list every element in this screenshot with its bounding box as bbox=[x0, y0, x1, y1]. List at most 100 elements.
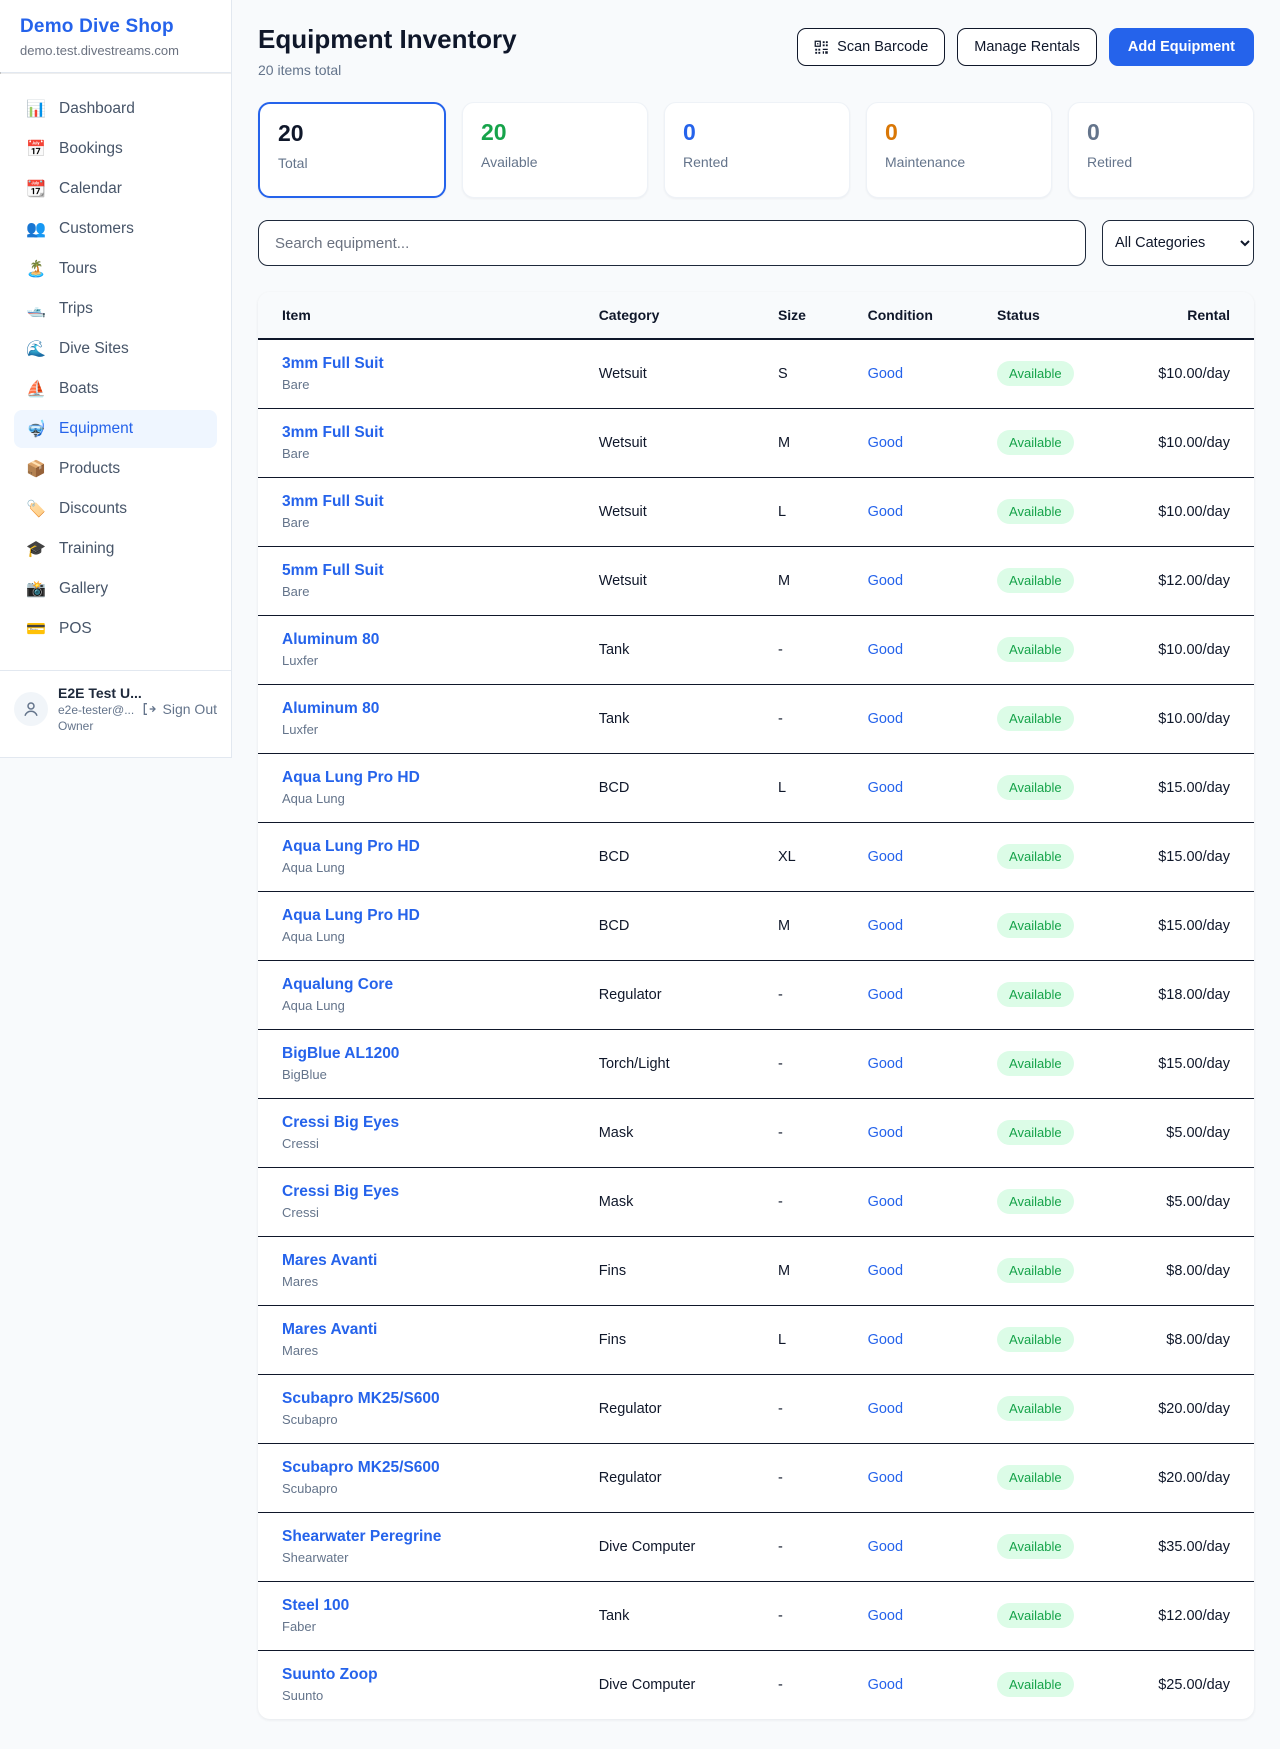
cell-status: Available bbox=[985, 477, 1135, 547]
tours-icon: 🏝️ bbox=[26, 261, 46, 278]
cell-size: - bbox=[765, 684, 856, 754]
cell-size: M bbox=[765, 408, 856, 478]
cell-rental: $8.00/day bbox=[1134, 1236, 1254, 1306]
scan-barcode-label: Scan Barcode bbox=[837, 39, 929, 55]
table-body: 3mm Full Suit Bare Wetsuit S Good Available $1… bbox=[258, 339, 1254, 1719]
cell-status: Available bbox=[985, 891, 1135, 961]
sidebar-item-dive-sites[interactable]: 🌊 Dive Sites bbox=[14, 330, 217, 368]
item-name-link[interactable]: Mares Avanti bbox=[282, 1321, 378, 1338]
condition-link[interactable]: Good bbox=[867, 710, 904, 727]
cell-condition: Good bbox=[855, 339, 986, 409]
condition-link[interactable]: Good bbox=[867, 1676, 904, 1693]
item-name-link[interactable]: Shearwater Peregrine bbox=[282, 1528, 442, 1545]
status-badge: Available bbox=[997, 775, 1074, 800]
stat-value: 0 bbox=[683, 119, 696, 145]
condition-link[interactable]: Good bbox=[867, 1400, 904, 1417]
status-badge: Available bbox=[997, 1327, 1074, 1352]
item-name-link[interactable]: 3mm Full Suit bbox=[282, 424, 384, 441]
item-name-link[interactable]: 3mm Full Suit bbox=[282, 355, 384, 373]
manage-rentals-button[interactable]: Manage Rentals bbox=[957, 28, 1097, 66]
calendar-icon: 📆 bbox=[26, 181, 46, 198]
sign-out-button[interactable]: Sign Out bbox=[141, 701, 219, 717]
item-name-link[interactable]: Aluminum 80 bbox=[282, 700, 380, 717]
item-name-link[interactable]: Aqua Lung Pro HD bbox=[282, 769, 420, 786]
condition-link[interactable]: Good bbox=[867, 434, 904, 451]
stat-value: 0 bbox=[885, 119, 898, 145]
sidebar-item-customers[interactable]: 👥 Customers bbox=[14, 210, 217, 248]
sidebar-item-dashboard[interactable]: 📊 Dashboard bbox=[14, 90, 217, 128]
condition-link[interactable]: Good bbox=[867, 917, 904, 934]
stat-card-maintenance[interactable]: 0 Maintenance bbox=[866, 102, 1052, 198]
cell-category: Dive Computer bbox=[598, 1676, 696, 1693]
item-name-link[interactable]: Aluminum 80 bbox=[282, 631, 380, 648]
cell-item: Suunto Zoop Suunto bbox=[258, 1650, 587, 1719]
cell-rental: $10.00/day bbox=[1134, 408, 1254, 478]
condition-link[interactable]: Good bbox=[867, 1538, 904, 1555]
boats-icon: ⛵ bbox=[26, 381, 46, 398]
item-name-link[interactable]: Mares Avanti bbox=[282, 1252, 378, 1269]
cell-size: S bbox=[765, 339, 856, 409]
sidebar-item-label: Customers bbox=[59, 220, 134, 237]
trips-icon: 🛥️ bbox=[26, 301, 46, 318]
cell-condition: Good bbox=[856, 1650, 985, 1719]
item-name-link[interactable]: BigBlue AL1200 bbox=[282, 1045, 400, 1062]
item-name-link[interactable]: Scubapro MK25/S600 bbox=[282, 1390, 440, 1407]
item-name-link[interactable]: Scubapro MK25/S600 bbox=[282, 1459, 440, 1476]
item-name-link[interactable]: 5mm Full Suit bbox=[282, 562, 384, 579]
condition-link[interactable]: Good bbox=[867, 1469, 904, 1486]
condition-link[interactable]: Good bbox=[867, 1331, 904, 1348]
stat-label: Rented bbox=[683, 154, 729, 170]
table-row: Cressi Big Eyes Cressi Mask - Good Available $… bbox=[258, 1098, 1254, 1168]
sidebar-item-gallery[interactable]: 📸 Gallery bbox=[14, 570, 217, 608]
sidebar-divider bbox=[0, 72, 231, 74]
stat-card-retired[interactable]: 0 Retired bbox=[1068, 102, 1254, 198]
item-name-link[interactable]: Aqua Lung Pro HD bbox=[282, 838, 420, 855]
cell-category: Regulator bbox=[586, 960, 766, 1030]
condition-link[interactable]: Good bbox=[867, 848, 904, 865]
sidebar-item-pos[interactable]: 💳 POS bbox=[14, 610, 217, 648]
add-equipment-button[interactable]: Add Equipment bbox=[1108, 28, 1254, 66]
sidebar-item-calendar[interactable]: 📆 Calendar bbox=[14, 170, 217, 208]
item-brand: Faber bbox=[282, 1619, 316, 1634]
item-name-link[interactable]: Steel 100 bbox=[282, 1597, 350, 1614]
sidebar-item-trips[interactable]: 🛥️ Trips bbox=[14, 290, 217, 328]
item-brand: Mares bbox=[282, 1274, 319, 1289]
sidebar-item-training[interactable]: 🎓 Training bbox=[14, 530, 217, 568]
condition-link[interactable]: Good bbox=[867, 1055, 904, 1072]
sidebar-item-products[interactable]: 📦 Products bbox=[14, 450, 217, 488]
item-name-link[interactable]: Cressi Big Eyes bbox=[282, 1114, 400, 1131]
brand-block: Demo Dive Shop demo.test.divestreams.com bbox=[0, 0, 231, 72]
search-input[interactable] bbox=[258, 220, 1086, 266]
item-name-link[interactable]: 3mm Full Suit bbox=[282, 493, 384, 510]
sidebar-item-boats[interactable]: ⛵ Boats bbox=[14, 370, 217, 408]
condition-link[interactable]: Good bbox=[867, 572, 904, 589]
stat-card-available[interactable]: 20 Available bbox=[462, 102, 648, 198]
sidebar-item-tours[interactable]: 🏝️ Tours bbox=[14, 250, 217, 288]
cell-rental: $20.00/day bbox=[1134, 1443, 1254, 1513]
item-name-link[interactable]: Cressi Big Eyes bbox=[282, 1183, 400, 1200]
condition-link[interactable]: Good bbox=[867, 1193, 904, 1210]
condition-link[interactable]: Good bbox=[867, 1607, 904, 1624]
sidebar-item-equipment[interactable]: 🤿 Equipment bbox=[14, 410, 217, 448]
condition-link[interactable]: Good bbox=[867, 365, 904, 382]
condition-link[interactable]: Good bbox=[867, 1262, 904, 1279]
condition-link[interactable]: Good bbox=[867, 503, 904, 520]
condition-link[interactable]: Good bbox=[867, 779, 904, 796]
sidebar-item-bookings[interactable]: 📅 Bookings bbox=[14, 130, 217, 168]
scan-barcode-button[interactable]: Scan Barcode bbox=[797, 28, 946, 66]
item-name-link[interactable]: Aqualung Core bbox=[282, 976, 394, 993]
stat-card-total[interactable]: 20 Total bbox=[258, 102, 446, 198]
condition-link[interactable]: Good bbox=[867, 1124, 904, 1141]
item-name-link[interactable]: Suunto Zoop bbox=[282, 1666, 378, 1684]
sidebar-item-discounts[interactable]: 🏷️ Discounts bbox=[14, 490, 217, 528]
status-badge: Available bbox=[997, 361, 1074, 387]
column-header-status: Status bbox=[985, 292, 1135, 340]
item-brand: Bare bbox=[282, 515, 310, 530]
condition-link[interactable]: Good bbox=[867, 641, 904, 658]
item-name-link[interactable]: Aqua Lung Pro HD bbox=[282, 907, 420, 924]
category-select[interactable]: All Categories bbox=[1102, 220, 1254, 266]
condition-link[interactable]: Good bbox=[867, 986, 904, 1003]
table-row: Mares Avanti Mares Fins M Good Available $8.00… bbox=[258, 1236, 1254, 1306]
table-row: Suunto Zoop Suunto Dive Computer - Good Avail… bbox=[258, 1650, 1254, 1719]
stat-card-rented[interactable]: 0 Rented bbox=[664, 102, 850, 198]
